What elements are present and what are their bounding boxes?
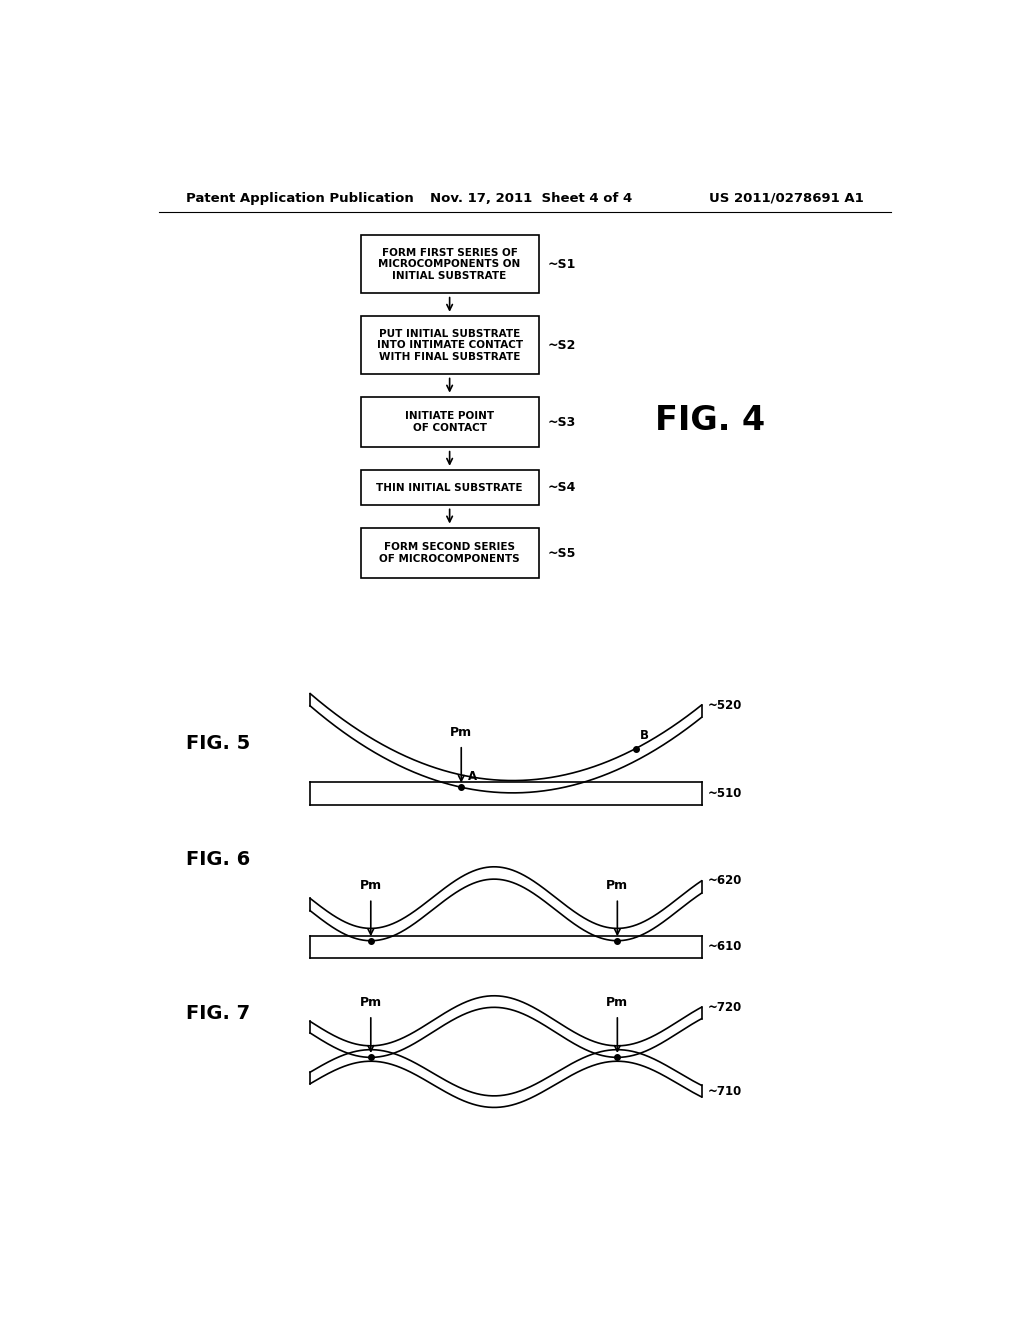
Text: ~620: ~620	[708, 874, 742, 887]
Polygon shape	[310, 781, 701, 805]
Text: ~S1: ~S1	[548, 257, 577, 271]
FancyBboxPatch shape	[360, 317, 539, 374]
Text: FIG. 5: FIG. 5	[186, 734, 251, 754]
Text: Patent Application Publication: Patent Application Publication	[186, 191, 414, 205]
Text: Pm: Pm	[451, 726, 472, 739]
Polygon shape	[310, 867, 701, 941]
Text: Nov. 17, 2011  Sheet 4 of 4: Nov. 17, 2011 Sheet 4 of 4	[430, 191, 633, 205]
Text: ~S3: ~S3	[548, 416, 577, 429]
Text: FIG. 4: FIG. 4	[655, 404, 765, 437]
Text: Pm: Pm	[606, 995, 629, 1008]
Text: ~S4: ~S4	[548, 480, 577, 494]
Text: Pm: Pm	[606, 879, 629, 892]
Polygon shape	[310, 995, 701, 1057]
Text: B: B	[640, 730, 648, 742]
Text: THIN INITIAL SUBSTRATE: THIN INITIAL SUBSTRATE	[377, 483, 523, 492]
Text: ~520: ~520	[708, 698, 742, 711]
Text: FIG. 6: FIG. 6	[186, 850, 251, 869]
Polygon shape	[310, 1049, 701, 1107]
Text: Pm: Pm	[359, 879, 382, 892]
Text: FIG. 7: FIG. 7	[186, 1003, 250, 1023]
Text: ~710: ~710	[708, 1085, 742, 1098]
Text: ~610: ~610	[708, 940, 742, 953]
Text: ~720: ~720	[708, 1001, 742, 1014]
Text: Pm: Pm	[359, 995, 382, 1008]
Polygon shape	[310, 693, 701, 793]
Polygon shape	[310, 936, 701, 958]
FancyBboxPatch shape	[360, 528, 539, 578]
Text: US 2011/0278691 A1: US 2011/0278691 A1	[710, 191, 864, 205]
FancyBboxPatch shape	[360, 470, 539, 506]
Text: PUT INITIAL SUBSTRATE
INTO INTIMATE CONTACT
WITH FINAL SUBSTRATE: PUT INITIAL SUBSTRATE INTO INTIMATE CONT…	[377, 329, 522, 362]
Text: INITIATE POINT
OF CONTACT: INITIATE POINT OF CONTACT	[406, 412, 495, 433]
Text: A: A	[467, 771, 476, 783]
FancyBboxPatch shape	[360, 397, 539, 447]
Text: FORM FIRST SERIES OF
MICROCOMPONENTS ON
INITIAL SUBSTRATE: FORM FIRST SERIES OF MICROCOMPONENTS ON …	[379, 248, 521, 281]
Text: ~S5: ~S5	[548, 546, 577, 560]
Text: ~S2: ~S2	[548, 339, 577, 351]
Text: ~510: ~510	[708, 787, 742, 800]
Text: FORM SECOND SERIES
OF MICROCOMPONENTS: FORM SECOND SERIES OF MICROCOMPONENTS	[379, 543, 520, 564]
FancyBboxPatch shape	[360, 235, 539, 293]
